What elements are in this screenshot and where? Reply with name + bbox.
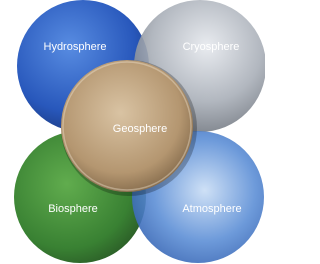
- node-label: Atmosphere: [182, 203, 241, 215]
- page: {"nodes": [ {"label": "Hydrosphere"}, {"…: [0, 0, 265, 264]
- node-label: Hydrosphere: [44, 41, 107, 53]
- node-label: Geosphere: [113, 123, 167, 135]
- node-label: Cryosphere: [183, 41, 240, 53]
- earth-systems-diagram: Hydrosphere Cryosphere Biosphere Atmosph…: [0, 0, 265, 264]
- node-label: Biosphere: [48, 203, 98, 215]
